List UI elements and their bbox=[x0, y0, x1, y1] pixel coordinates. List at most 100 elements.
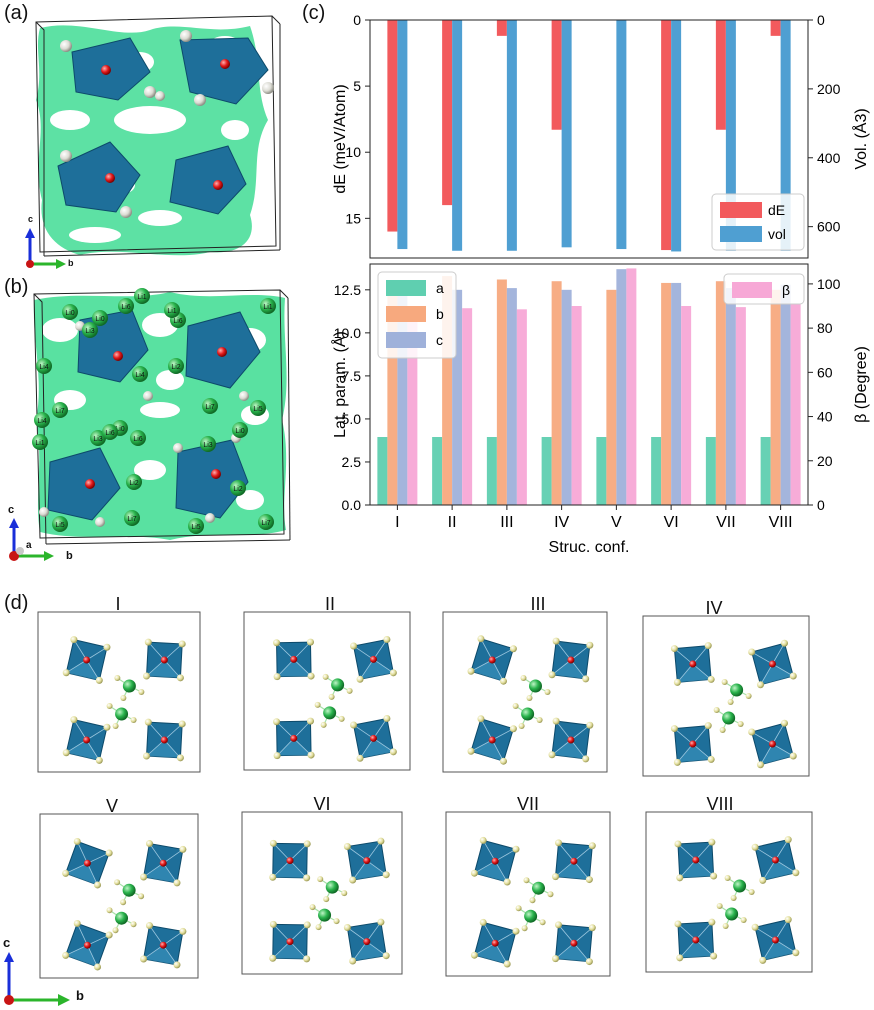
h-atom bbox=[333, 918, 340, 925]
bond bbox=[293, 738, 312, 756]
y-tick-label: 5 bbox=[353, 78, 361, 94]
octahedron-face bbox=[272, 941, 307, 959]
li-atom bbox=[232, 422, 248, 438]
h-atom bbox=[676, 874, 684, 882]
bond bbox=[570, 644, 591, 661]
h-atom bbox=[503, 960, 511, 968]
li-atom-label: Li0 bbox=[95, 316, 104, 323]
bond bbox=[272, 860, 291, 878]
li-atom-label: Li6 bbox=[133, 436, 142, 443]
bond bbox=[754, 926, 776, 941]
x-tick-label: VIII bbox=[769, 514, 793, 531]
bond bbox=[76, 923, 88, 946]
h-atom bbox=[748, 648, 756, 656]
h-atom bbox=[784, 916, 792, 924]
li-atom-label: Li7 bbox=[205, 404, 214, 411]
bond bbox=[695, 921, 713, 941]
h-atom bbox=[138, 689, 145, 695]
octahedron-face bbox=[679, 860, 714, 878]
h-atom bbox=[509, 645, 517, 653]
structure-3: III bbox=[442, 594, 608, 773]
h-atom bbox=[676, 954, 684, 962]
h-atom bbox=[328, 693, 335, 700]
center-atom bbox=[689, 660, 697, 668]
h-atom bbox=[303, 874, 311, 882]
bond bbox=[555, 640, 572, 661]
h-atom bbox=[780, 639, 788, 647]
h-atom bbox=[552, 717, 560, 725]
li-atom-label: Li5 bbox=[55, 522, 64, 529]
legend-label-dE: dE bbox=[768, 202, 785, 218]
bond bbox=[754, 846, 776, 861]
axis-a-c: c bbox=[28, 214, 34, 224]
structure-4: IV bbox=[642, 598, 810, 777]
x-tick-label: II bbox=[448, 514, 457, 531]
bar-dE bbox=[387, 20, 398, 232]
bar-c bbox=[506, 288, 517, 505]
h-atom bbox=[120, 695, 127, 701]
h-atom bbox=[477, 635, 485, 643]
center-atom bbox=[83, 859, 91, 867]
center-atom bbox=[369, 734, 377, 742]
li-atom-label: Li5 bbox=[191, 524, 200, 531]
octahedron-face bbox=[66, 740, 100, 761]
axis-b-a: a bbox=[26, 540, 32, 551]
center-atom bbox=[488, 656, 496, 664]
h-atom bbox=[105, 849, 113, 857]
bond bbox=[148, 721, 165, 741]
h-atom bbox=[708, 838, 716, 846]
bond bbox=[163, 849, 184, 864]
h-atom bbox=[740, 917, 747, 923]
h-atom bbox=[737, 721, 744, 727]
h-atom bbox=[95, 756, 103, 764]
bond bbox=[289, 924, 308, 942]
h-atom bbox=[350, 642, 358, 650]
h-atom bbox=[724, 875, 731, 881]
bar-vol bbox=[561, 20, 572, 248]
h-atom bbox=[306, 717, 314, 725]
h-atom bbox=[722, 923, 729, 929]
h-atom bbox=[554, 839, 562, 847]
li-atom-label: Li6 bbox=[121, 304, 130, 311]
bond bbox=[164, 739, 181, 759]
bond bbox=[470, 739, 493, 752]
h-atom bbox=[499, 677, 507, 685]
y2-tick-label: 600 bbox=[817, 219, 841, 235]
center-atom bbox=[160, 656, 168, 664]
bond bbox=[162, 944, 178, 966]
h-atom bbox=[710, 952, 718, 960]
center-atom bbox=[83, 941, 91, 949]
bar-a bbox=[705, 437, 716, 505]
bar-c bbox=[561, 289, 572, 505]
bond bbox=[65, 944, 88, 956]
h-atom bbox=[143, 752, 151, 760]
li-atom bbox=[258, 514, 274, 530]
bond bbox=[692, 743, 712, 760]
bond bbox=[772, 723, 785, 745]
h-atom bbox=[548, 751, 556, 759]
panel-b: Li1Li0Li6Li3Li1Li6Li0Li1Li4Li4Li2Li4Li7L… bbox=[32, 288, 291, 545]
y2-tick-label: 200 bbox=[817, 81, 841, 97]
bar-a bbox=[760, 437, 771, 505]
li-atom bbox=[134, 288, 150, 304]
bar-vol bbox=[780, 20, 791, 251]
h-atom bbox=[792, 949, 800, 957]
h-atom bbox=[303, 921, 311, 929]
bond bbox=[366, 860, 387, 876]
octahedron-face bbox=[760, 744, 794, 765]
li-atom-label: Li6 bbox=[173, 318, 182, 325]
y2-axis-label: Vol. (Å3) bbox=[851, 108, 870, 169]
h-atom bbox=[114, 675, 121, 681]
h-atom bbox=[673, 678, 681, 686]
li-atom bbox=[115, 911, 129, 925]
h-atom bbox=[512, 845, 520, 853]
h-atom bbox=[130, 717, 137, 723]
panel-a bbox=[35, 15, 281, 257]
h-atom bbox=[708, 918, 716, 926]
bond bbox=[494, 861, 508, 883]
bond bbox=[273, 843, 291, 861]
bond bbox=[573, 845, 593, 862]
y-tick-label: 10.0 bbox=[334, 325, 361, 341]
bond bbox=[347, 846, 368, 861]
h-atom bbox=[130, 921, 137, 928]
